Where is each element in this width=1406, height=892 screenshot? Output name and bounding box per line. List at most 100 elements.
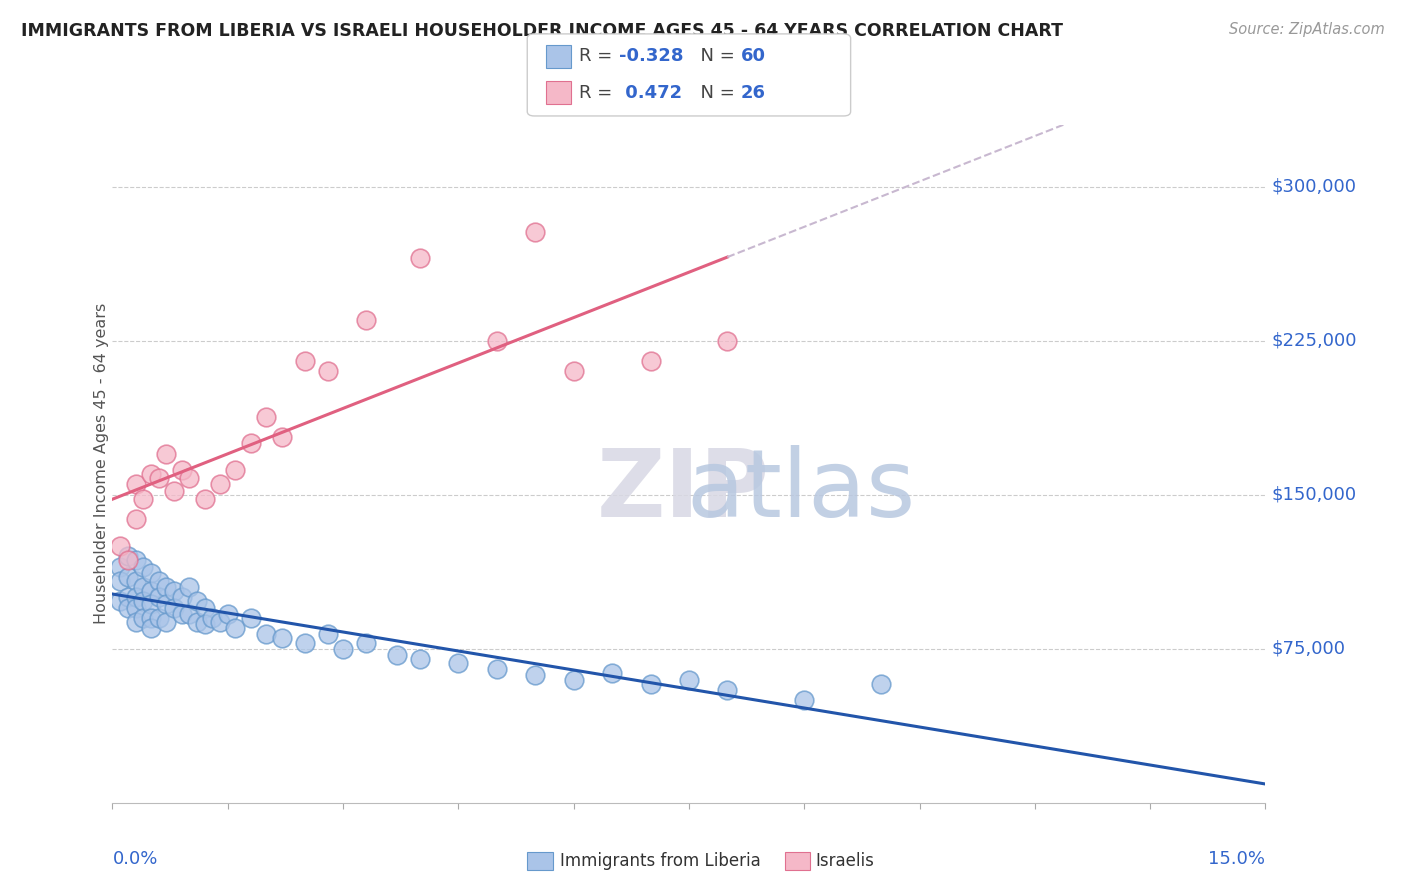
Point bbox=[108, 594, 131, 608]
Point bbox=[209, 615, 232, 629]
Point bbox=[294, 635, 316, 649]
Point bbox=[132, 491, 155, 506]
Point bbox=[139, 611, 162, 625]
Point bbox=[716, 682, 738, 697]
Point bbox=[640, 354, 662, 368]
Text: -0.328: -0.328 bbox=[619, 47, 683, 65]
Point bbox=[562, 673, 585, 687]
Point bbox=[124, 600, 146, 615]
Text: ZIP: ZIP bbox=[596, 445, 769, 537]
Point bbox=[224, 463, 246, 477]
Point bbox=[179, 607, 201, 621]
Point bbox=[155, 580, 177, 594]
Point bbox=[354, 635, 377, 649]
Point bbox=[332, 641, 354, 656]
Point bbox=[640, 676, 662, 690]
Point bbox=[239, 611, 262, 625]
Point bbox=[148, 574, 170, 588]
Point bbox=[217, 607, 239, 621]
Point bbox=[447, 656, 470, 670]
Point bbox=[170, 463, 193, 477]
Point bbox=[678, 673, 700, 687]
Point bbox=[139, 584, 162, 599]
Point bbox=[194, 617, 217, 632]
Point bbox=[155, 446, 177, 460]
Point bbox=[409, 652, 432, 666]
Point bbox=[485, 662, 508, 676]
Point bbox=[124, 615, 146, 629]
Point bbox=[132, 559, 155, 574]
Point bbox=[600, 666, 623, 681]
Point bbox=[170, 591, 193, 605]
Point bbox=[117, 553, 139, 567]
Point bbox=[117, 591, 139, 605]
Point bbox=[132, 580, 155, 594]
Point bbox=[108, 559, 131, 574]
Text: IMMIGRANTS FROM LIBERIA VS ISRAELI HOUSEHOLDER INCOME AGES 45 - 64 YEARS CORRELA: IMMIGRANTS FROM LIBERIA VS ISRAELI HOUSE… bbox=[21, 22, 1063, 40]
Point bbox=[179, 471, 201, 485]
Point bbox=[155, 597, 177, 611]
Point bbox=[201, 611, 224, 625]
Point bbox=[270, 430, 292, 444]
Point bbox=[139, 597, 162, 611]
Text: Immigrants from Liberia: Immigrants from Liberia bbox=[560, 852, 761, 870]
Point bbox=[148, 591, 170, 605]
Point bbox=[139, 467, 162, 482]
Point bbox=[316, 627, 339, 641]
Point bbox=[793, 693, 815, 707]
Point bbox=[354, 313, 377, 327]
Point bbox=[148, 471, 170, 485]
Point bbox=[254, 409, 277, 424]
Text: $225,000: $225,000 bbox=[1271, 332, 1357, 350]
Point bbox=[194, 600, 217, 615]
Point bbox=[148, 611, 170, 625]
Point bbox=[132, 594, 155, 608]
Text: 15.0%: 15.0% bbox=[1208, 850, 1265, 868]
Point bbox=[294, 354, 316, 368]
Point bbox=[524, 225, 547, 239]
Text: N =: N = bbox=[689, 84, 741, 102]
Point bbox=[409, 252, 432, 266]
Point bbox=[870, 676, 893, 690]
Text: R =: R = bbox=[579, 47, 619, 65]
Text: atlas: atlas bbox=[596, 445, 915, 537]
Text: R =: R = bbox=[579, 84, 619, 102]
Text: 0.0%: 0.0% bbox=[112, 850, 157, 868]
Point bbox=[117, 549, 139, 564]
Text: $150,000: $150,000 bbox=[1271, 485, 1357, 504]
Point bbox=[155, 615, 177, 629]
Point bbox=[139, 621, 162, 635]
Point bbox=[170, 607, 193, 621]
Text: Source: ZipAtlas.com: Source: ZipAtlas.com bbox=[1229, 22, 1385, 37]
Point bbox=[117, 570, 139, 584]
Point bbox=[254, 627, 277, 641]
Point bbox=[209, 477, 232, 491]
Point bbox=[524, 668, 547, 682]
Point bbox=[163, 483, 186, 498]
Point bbox=[108, 539, 131, 553]
Point bbox=[124, 591, 146, 605]
Point bbox=[316, 364, 339, 378]
Point bbox=[163, 584, 186, 599]
Point bbox=[385, 648, 408, 662]
Point bbox=[124, 553, 146, 567]
Point bbox=[139, 566, 162, 580]
Text: 26: 26 bbox=[741, 84, 766, 102]
Text: N =: N = bbox=[689, 47, 741, 65]
Y-axis label: Householder Income Ages 45 - 64 years: Householder Income Ages 45 - 64 years bbox=[94, 303, 108, 624]
Point bbox=[124, 574, 146, 588]
Text: $300,000: $300,000 bbox=[1271, 178, 1357, 195]
Point bbox=[186, 594, 208, 608]
Point bbox=[186, 615, 208, 629]
Point bbox=[124, 477, 146, 491]
Point bbox=[179, 580, 201, 594]
Point bbox=[716, 334, 738, 348]
Point bbox=[124, 512, 146, 526]
Point bbox=[270, 632, 292, 646]
Point bbox=[117, 600, 139, 615]
Point bbox=[224, 621, 246, 635]
Point bbox=[132, 611, 155, 625]
Text: Israelis: Israelis bbox=[815, 852, 875, 870]
Point bbox=[163, 600, 186, 615]
Point bbox=[108, 574, 131, 588]
